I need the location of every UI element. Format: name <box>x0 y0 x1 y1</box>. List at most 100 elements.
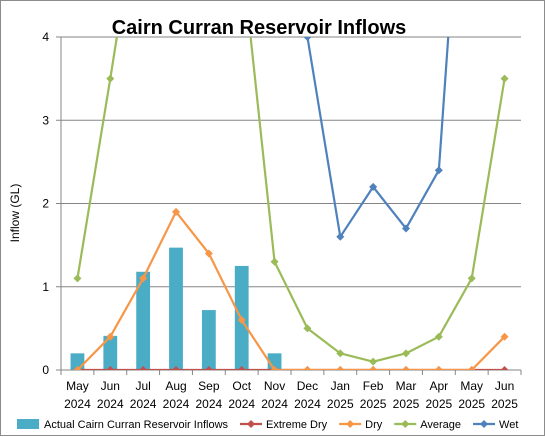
legend-marker <box>346 420 355 428</box>
line-average <box>76 37 506 363</box>
legend-item-actual-cairn-curran-reservoir-inflows: Actual Cairn Curran Reservoir Inflows <box>17 419 229 431</box>
x-tick-month: Aug <box>165 379 186 393</box>
marker-average <box>369 357 378 366</box>
x-tick-month: Nov <box>264 379 285 393</box>
x-tick-year: 2024 <box>163 397 190 411</box>
marker-average <box>336 349 345 358</box>
bar-actual-cairn-curran-reservoir-inflows <box>169 247 183 370</box>
marker-dry <box>500 332 509 341</box>
x-tick-month: Sep <box>198 379 220 393</box>
x-tick-year: 2025 <box>491 397 518 411</box>
marker-wet <box>369 182 378 191</box>
legend-label: Average <box>420 419 461 431</box>
legend-label: Actual Cairn Curran Reservoir Inflows <box>44 419 229 431</box>
marker-dry <box>402 366 410 370</box>
marker-extreme-dry <box>500 366 509 370</box>
y-tick-label: 0 <box>42 363 49 377</box>
line-dry <box>76 210 506 370</box>
marker-dry <box>303 366 312 370</box>
legend-marker <box>401 420 410 428</box>
x-tick-month: May <box>460 379 483 393</box>
marker-wet <box>434 166 443 175</box>
legend-item-extreme-dry: Extreme Dry <box>240 419 328 431</box>
x-tick-year: 2025 <box>458 397 485 411</box>
marker-extreme-dry <box>106 366 115 370</box>
marker-average <box>467 274 476 283</box>
x-tick-year: 2024 <box>294 397 321 411</box>
x-tick-month: Jun <box>101 379 120 393</box>
legend-label: Dry <box>365 419 383 431</box>
marker-extreme-dry <box>237 366 246 370</box>
marker-wet <box>336 232 345 241</box>
x-tick-year: 2025 <box>327 397 354 411</box>
bar-actual-cairn-curran-reservoir-inflows <box>103 335 118 370</box>
marker-wet <box>303 37 312 41</box>
marker-average <box>402 349 410 358</box>
x-tick-year: 2024 <box>97 397 124 411</box>
marker-dry <box>336 366 345 370</box>
legend-swatch <box>17 419 39 429</box>
legend-item-average: Average <box>394 419 461 431</box>
marker-extreme-dry <box>204 366 213 370</box>
bar-actual-cairn-curran-reservoir-inflows <box>201 310 216 370</box>
y-axis-label: Inflow (GL) <box>8 184 22 243</box>
x-tick-year: 2025 <box>360 397 387 411</box>
x-tick-year: 2025 <box>393 397 420 411</box>
legend: Actual Cairn Curran Reservoir Inflows Ext… <box>17 419 518 431</box>
legend-item-dry: Dry <box>339 419 383 431</box>
x-tick-year: 2024 <box>130 397 157 411</box>
x-tick-month: Jun <box>495 379 514 393</box>
x-tick-month: Dec <box>297 379 318 393</box>
legend-label: Wet <box>499 419 518 431</box>
marker-extreme-dry <box>139 366 148 370</box>
y-tick-label: 1 <box>42 280 49 294</box>
x-tick-month: Jul <box>135 379 150 393</box>
x-tick-year: 2025 <box>426 397 453 411</box>
legend-item-wet: Wet <box>473 419 518 431</box>
legend-marker <box>480 420 489 428</box>
marker-average <box>73 274 82 283</box>
x-tick-year: 2024 <box>228 397 255 411</box>
line-series <box>73 37 509 370</box>
marker-dry <box>369 366 378 370</box>
marker-dry <box>139 274 148 283</box>
marker-dry <box>270 366 279 370</box>
marker-dry <box>467 366 476 370</box>
marker-extreme-dry <box>172 366 180 370</box>
gridlines <box>56 36 521 371</box>
chart-title: Cairn Curran Reservoir Inflows <box>112 17 407 39</box>
y-tick-labels: 0 1 2 3 4 <box>42 30 49 377</box>
x-tick-month: Mar <box>396 379 417 393</box>
marker-wet <box>402 224 410 233</box>
marker-dry <box>172 207 180 216</box>
x-tick-month: May <box>66 379 89 393</box>
x-tick-month: Oct <box>232 379 251 393</box>
bar-actual-cairn-curran-reservoir-inflows <box>136 271 151 370</box>
marker-dry <box>73 366 82 370</box>
x-tick-labels: May 2024 Jun 2024 Jul 2024 Aug 2024 Sep 2024 Oct 20… <box>60 370 522 411</box>
x-tick-year: 2024 <box>261 397 288 411</box>
marker-dry <box>237 316 246 325</box>
x-tick-month: Jan <box>331 379 350 393</box>
marker-dry <box>434 366 443 370</box>
marker-dry <box>106 332 115 341</box>
marker-average <box>434 332 443 341</box>
x-tick-month: Apr <box>430 379 449 393</box>
x-tick-month: Feb <box>363 379 384 393</box>
bar-series <box>70 247 282 370</box>
y-tick-label: 2 <box>42 197 49 211</box>
x-tick-year: 2024 <box>64 397 91 411</box>
x-tick-year: 2024 <box>196 397 223 411</box>
legend-label: Extreme Dry <box>266 419 328 431</box>
marker-average <box>500 74 509 83</box>
marker-average <box>303 324 312 333</box>
marker-dry <box>204 249 213 258</box>
legend-marker <box>247 420 256 428</box>
marker-average <box>270 257 279 266</box>
line-wet <box>306 37 450 238</box>
y-tick-label: 3 <box>42 113 49 127</box>
y-tick-label: 4 <box>42 30 49 44</box>
marker-average <box>106 74 115 83</box>
